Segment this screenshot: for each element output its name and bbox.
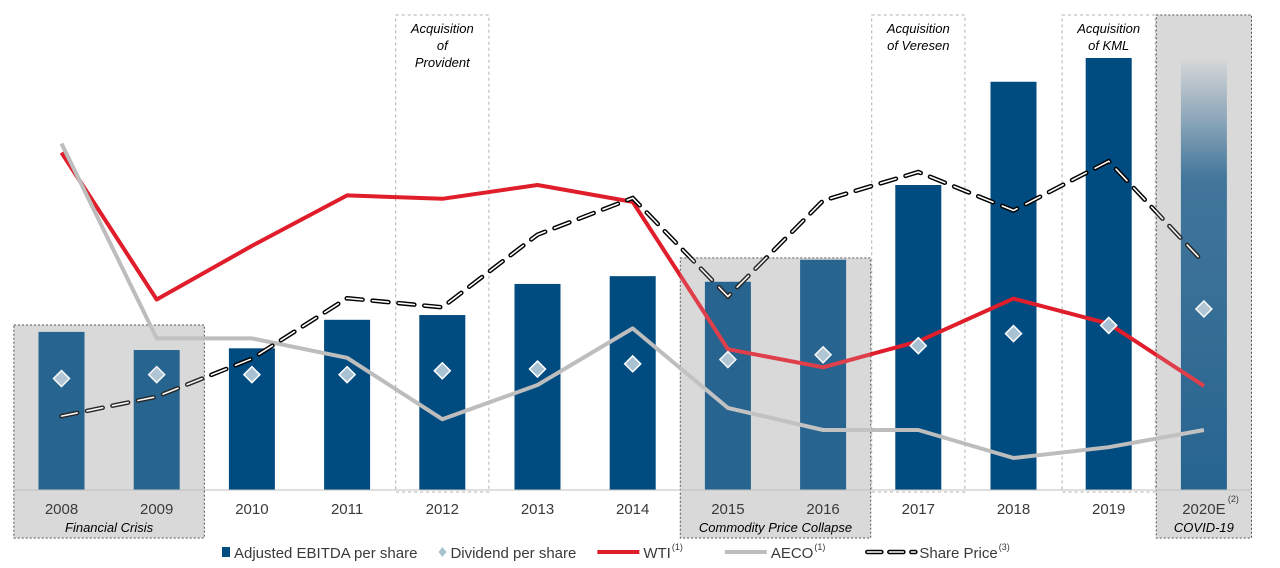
legend-dividend-per-share-label: Dividend per share	[450, 545, 576, 562]
bar-2015	[704, 281, 751, 490]
period-label-covid-19: COVID-19	[1174, 520, 1234, 535]
x-tick-2010: 2010	[235, 501, 268, 518]
diamond-2017	[909, 336, 928, 355]
diamond-2008	[52, 369, 71, 388]
line-aeco	[59, 142, 1205, 460]
legend-aeco-superscript: (1)	[814, 542, 825, 552]
x-tick-superscript-2020e: (2)	[1228, 494, 1239, 504]
legend-dividend-per-share-swatch	[438, 547, 447, 557]
legend-adjusted-ebitda-per-share-label: Adjusted EBITDA per share	[234, 545, 417, 562]
acquisition-box-2012	[395, 14, 490, 493]
x-tick-2018: 2018	[997, 501, 1030, 518]
x-tick-2012: 2012	[426, 501, 459, 518]
diamond-2011	[338, 365, 357, 384]
legend-aeco-label: AECO	[771, 545, 814, 562]
acquisition-box-2019	[1061, 14, 1156, 493]
diamond-2009	[147, 365, 166, 384]
period-overlay-commodity-price-collapse	[680, 258, 871, 538]
line-share-price	[60, 160, 1205, 417]
diamond-2016	[814, 345, 833, 364]
period-label-financial-crisis: Financial Crisis	[65, 520, 154, 535]
acquisition-label-2012-line-2: Provident	[415, 55, 471, 70]
legend-wti-label: WTI	[643, 545, 671, 562]
acquisition-label-2019-line-0: Acquisition	[1076, 21, 1140, 36]
x-tick-2016: 2016	[806, 501, 839, 518]
bar-2012	[419, 315, 466, 490]
legend-share-price-label: Share Price	[919, 545, 997, 562]
legend-adjusted-ebitda-per-share-swatch	[222, 547, 230, 557]
x-tick-2009: 2009	[140, 501, 173, 518]
bar-2018	[990, 81, 1037, 490]
diamond-2012	[433, 361, 452, 380]
line-wti	[59, 151, 1205, 388]
x-tick-2017: 2017	[902, 501, 935, 518]
x-tick-2011: 2011	[331, 501, 363, 518]
acquisition-label-2017-line-0: Acquisition	[886, 21, 950, 36]
period-overlay-financial-crisis	[13, 325, 205, 538]
bar-2016	[800, 259, 847, 490]
period-overlay-covid-19	[1156, 15, 1252, 538]
bar-2020e	[1180, 58, 1227, 490]
legend-wti-superscript: (1)	[672, 542, 683, 552]
legend-share-price-superscript: (3)	[999, 542, 1010, 552]
diamond-2018	[1004, 324, 1023, 343]
x-tick-2013: 2013	[521, 501, 554, 518]
x-tick-2014: 2014	[616, 501, 649, 518]
diamond-2020e	[1194, 299, 1213, 319]
diamond-2019	[1099, 316, 1118, 335]
x-tick-2008: 2008	[45, 501, 78, 518]
acquisition-label-2012-line-1: of	[437, 38, 449, 53]
acquisition-label-2019-line-1: of KML	[1088, 38, 1129, 53]
bar-2011	[324, 319, 371, 490]
bar-2019	[1085, 58, 1132, 490]
acquisition-box-2017	[871, 14, 966, 493]
diamond-2014	[623, 354, 642, 373]
acquisition-label-2017-line-1: of Veresen	[887, 38, 949, 53]
diamond-2010	[242, 365, 261, 384]
x-tick-2019: 2019	[1092, 501, 1125, 518]
period-label-commodity-price-collapse: Commodity Price Collapse	[699, 520, 852, 535]
acquisition-label-2012-line-0: Acquisition	[410, 21, 474, 36]
x-tick-2015: 2015	[711, 501, 744, 518]
bar-2014	[609, 276, 656, 490]
diamond-2015	[718, 350, 737, 369]
diamond-2013	[528, 359, 547, 379]
x-tick-2020e: 2020E	[1182, 501, 1225, 518]
